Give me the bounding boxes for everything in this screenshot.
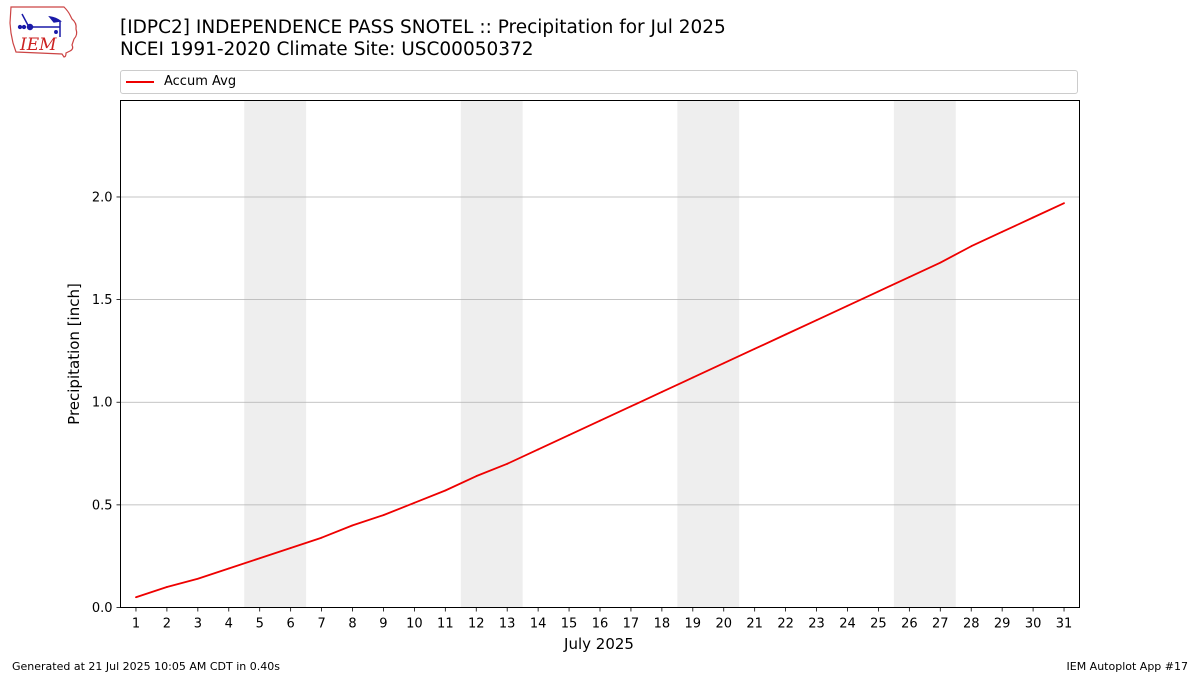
x-tick-label: 31 xyxy=(1056,617,1073,632)
legend-label-accum-avg: Accum Avg xyxy=(164,74,237,89)
x-tick-label: 15 xyxy=(561,617,578,632)
data-point xyxy=(815,319,818,322)
data-point xyxy=(506,462,509,465)
x-tick-label: 12 xyxy=(468,617,485,632)
x-tick-label: 5 xyxy=(256,617,264,632)
y-tick-label: 0.5 xyxy=(92,498,113,513)
data-point xyxy=(660,391,663,393)
weekend-shade-2 xyxy=(677,100,740,608)
iem-logo: IEM xyxy=(9,6,78,58)
x-tick-label: 3 xyxy=(194,617,202,632)
data-point xyxy=(475,475,478,478)
x-tick-label: 21 xyxy=(746,617,763,632)
x-tick-label: 6 xyxy=(287,617,295,632)
data-point xyxy=(413,501,416,504)
data-point xyxy=(1063,202,1065,205)
x-tick-label: 24 xyxy=(839,617,856,632)
chart-title: [IDPC2] INDEPENDENCE PASS SNOTEL :: Prec… xyxy=(120,17,726,38)
weekend-shade-1 xyxy=(460,100,523,608)
data-point xyxy=(877,290,880,293)
data-point xyxy=(351,524,354,527)
x-tick-label: 10 xyxy=(406,617,423,632)
y-tick-label: 1.0 xyxy=(92,396,113,411)
y-tick-label: 0.0 xyxy=(92,601,113,616)
x-tick-label: 27 xyxy=(932,617,949,632)
data-point xyxy=(599,419,601,422)
weather-station-icon xyxy=(17,13,62,37)
x-tick-label: 19 xyxy=(685,617,702,632)
data-point xyxy=(166,586,168,588)
x-tick-label: 30 xyxy=(1025,617,1042,632)
data-point xyxy=(289,547,292,549)
x-tick-label: 11 xyxy=(437,617,454,632)
legend: Accum Avg xyxy=(120,70,1078,94)
data-point xyxy=(227,567,230,570)
x-tick-label: 29 xyxy=(994,617,1011,632)
data-point xyxy=(537,448,540,451)
data-point xyxy=(939,261,942,264)
data-point xyxy=(1001,230,1004,233)
data-point xyxy=(691,376,694,379)
x-tick-label: 28 xyxy=(963,617,980,632)
data-point xyxy=(784,333,787,336)
x-tick-label: 2 xyxy=(163,617,171,632)
logo-text: IEM xyxy=(19,35,57,55)
weekend-shade-0 xyxy=(244,100,307,608)
data-point xyxy=(722,362,725,365)
x-tick-label: 20 xyxy=(715,617,732,632)
data-point xyxy=(846,304,849,307)
x-tick-label: 25 xyxy=(870,617,887,632)
x-tick-label: 22 xyxy=(777,617,794,632)
weekend-shade-3 xyxy=(893,100,956,608)
x-tick-label: 23 xyxy=(808,617,825,632)
x-axis-label: July 2025 xyxy=(563,635,634,653)
data-point xyxy=(630,405,632,408)
data-point xyxy=(320,536,323,539)
chart-subtitle: NCEI 1991-2020 Climate Site: USC00050372 xyxy=(120,39,534,60)
y-tick-label: 2.0 xyxy=(92,190,113,205)
data-point xyxy=(258,557,261,560)
x-tick-label: 17 xyxy=(623,617,640,632)
x-tick-label: 13 xyxy=(499,617,516,632)
x-tick-label: 4 xyxy=(225,617,233,632)
data-point xyxy=(444,489,447,492)
x-tick-label: 7 xyxy=(317,617,325,632)
footer-app-text: IEM Autoplot App #17 xyxy=(1066,660,1189,673)
data-point xyxy=(908,276,911,278)
data-point xyxy=(196,577,199,580)
data-point xyxy=(753,347,756,350)
x-tick-label: 16 xyxy=(592,617,609,632)
x-tick-label: 9 xyxy=(379,617,387,632)
x-tick-label: 14 xyxy=(530,617,547,632)
x-tick-label: 8 xyxy=(348,617,356,632)
y-axis-label: Precipitation [inch] xyxy=(65,283,83,425)
footer-generated-text: Generated at 21 Jul 2025 10:05 AM CDT in… xyxy=(12,660,280,673)
x-tick-label: 18 xyxy=(654,617,671,632)
data-point xyxy=(1032,216,1034,219)
data-point xyxy=(568,434,570,436)
y-tick-label: 1.5 xyxy=(92,293,113,308)
data-point xyxy=(970,245,973,248)
x-tick-label: 26 xyxy=(901,617,918,632)
data-point xyxy=(382,514,385,517)
data-point xyxy=(135,596,137,599)
x-tick-label: 1 xyxy=(132,617,140,632)
iowa-outline-icon xyxy=(9,6,78,58)
legend-swatch-accum-avg xyxy=(126,81,154,83)
